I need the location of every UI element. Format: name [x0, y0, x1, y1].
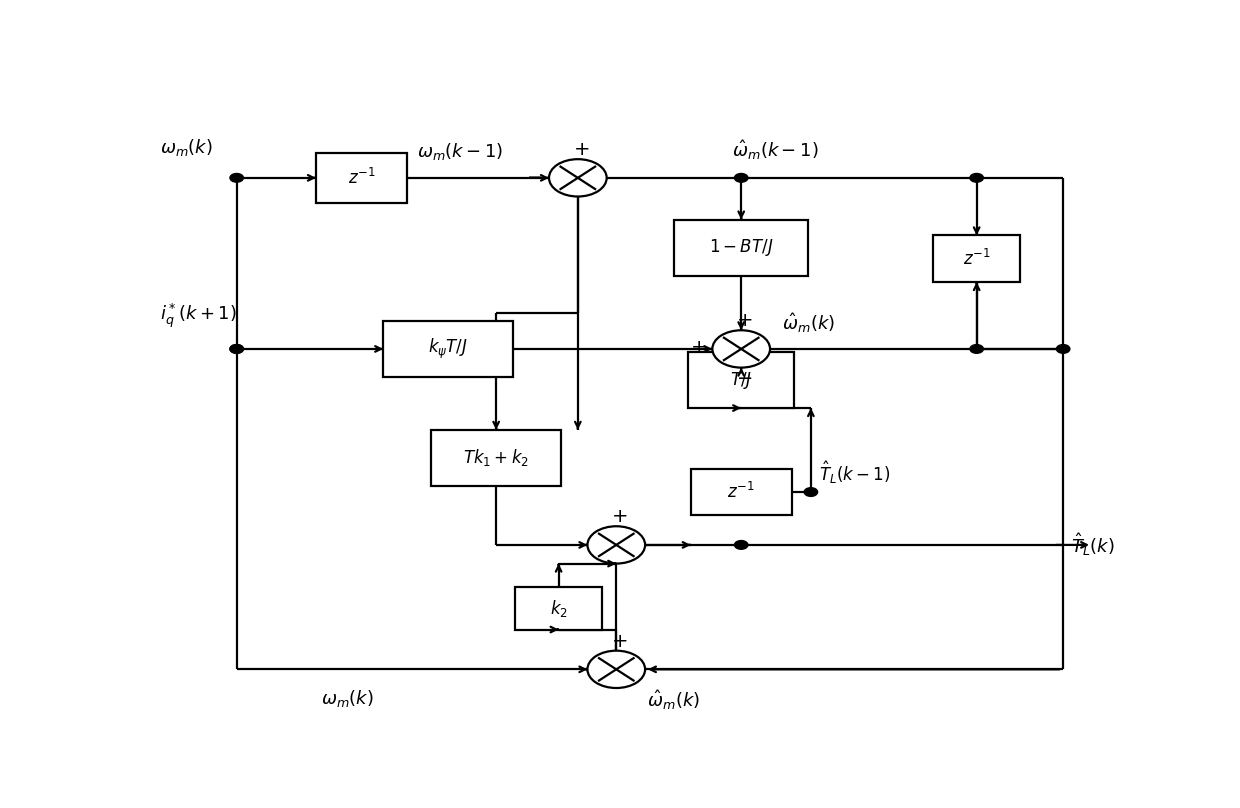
Text: $\hat{\omega}_m(k)$: $\hat{\omega}_m(k)$	[781, 312, 835, 335]
Bar	[516, 587, 601, 629]
Bar	[675, 220, 808, 276]
Text: $+$: $+$	[735, 311, 753, 330]
Text: $\omega_m(k-1)$: $\omega_m(k-1)$	[417, 141, 503, 162]
Text: $k_{\psi}T/J$: $k_{\psi}T/J$	[428, 337, 467, 361]
Bar	[934, 235, 1019, 282]
Text: $+$: $+$	[611, 632, 627, 651]
Text: $\hat{\omega}_m(k-1)$: $\hat{\omega}_m(k-1)$	[732, 138, 818, 162]
Text: $+$: $+$	[573, 141, 589, 159]
Text: $-$: $-$	[527, 166, 543, 186]
Bar	[316, 153, 407, 203]
Circle shape	[549, 159, 606, 196]
Text: $+$: $+$	[689, 338, 706, 356]
Text: $-$: $-$	[565, 658, 582, 677]
Text: $i_q^*(k+1)$: $i_q^*(k+1)$	[160, 302, 237, 330]
Circle shape	[970, 344, 983, 353]
Text: $\hat{T}_L(k)$: $\hat{T}_L(k)$	[1071, 532, 1115, 558]
Bar	[383, 321, 513, 377]
Circle shape	[734, 174, 748, 182]
Circle shape	[712, 330, 770, 368]
Circle shape	[229, 174, 243, 182]
Text: $Tk_1+k_2$: $Tk_1+k_2$	[464, 448, 529, 469]
Text: $k_2$: $k_2$	[549, 598, 568, 619]
Text: $z^{-1}$: $z^{-1}$	[962, 249, 991, 269]
Circle shape	[805, 488, 817, 496]
Text: $-$: $-$	[737, 368, 753, 386]
Text: $\omega_m(k)$: $\omega_m(k)$	[321, 688, 373, 709]
Text: $z^{-1}$: $z^{-1}$	[347, 168, 376, 188]
Text: $\hat{T}_L(k-1)$: $\hat{T}_L(k-1)$	[818, 459, 890, 486]
Text: $\omega_m(k)$: $\omega_m(k)$	[160, 137, 212, 158]
Circle shape	[734, 541, 748, 549]
Text: $+$: $+$	[611, 507, 627, 527]
Bar	[432, 430, 560, 486]
Circle shape	[588, 526, 645, 564]
Circle shape	[970, 174, 983, 182]
Circle shape	[229, 344, 243, 353]
Text: $-$: $-$	[565, 533, 582, 553]
Text: $\hat{\omega}_m(k)$: $\hat{\omega}_m(k)$	[647, 688, 701, 712]
Text: $1-BT/J$: $1-BT/J$	[709, 237, 774, 258]
Bar	[691, 469, 791, 516]
Text: $z^{-1}$: $z^{-1}$	[728, 482, 755, 502]
Text: $T/J$: $T/J$	[730, 369, 753, 390]
Bar	[688, 352, 794, 408]
Circle shape	[1056, 344, 1070, 353]
Circle shape	[229, 344, 243, 353]
Circle shape	[588, 650, 645, 688]
